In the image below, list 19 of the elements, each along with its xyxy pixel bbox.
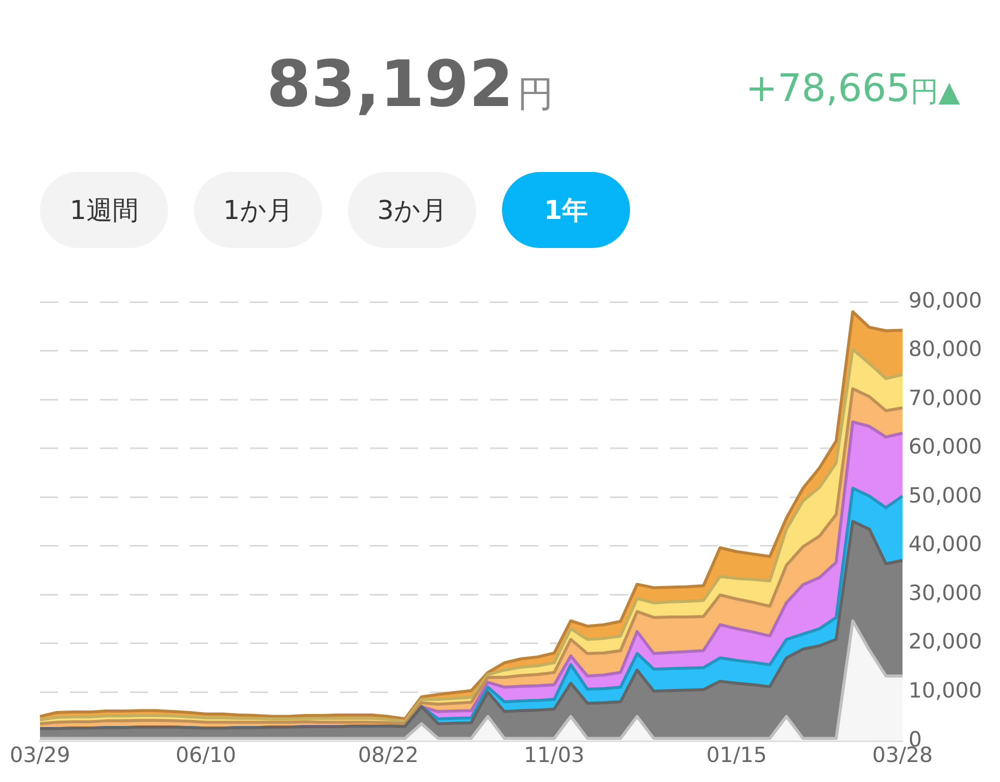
x-tick-label: 11/03 — [524, 742, 584, 767]
y-tick-label: 80,000 — [908, 337, 982, 362]
text: 1週間 — [40, 172, 168, 248]
y-tick-label: 10,000 — [908, 678, 982, 702]
y-tick-label: 30,000 — [908, 580, 982, 605]
y-tick-label: 20,000 — [908, 630, 982, 654]
text: 1か月 — [194, 172, 322, 248]
x-tick-label: 03/29 — [10, 742, 70, 767]
y-tick-label: 90,000 — [908, 288, 982, 312]
x-tick-label: 08/22 — [358, 742, 419, 767]
chart-subtitle: +78,665円▲ — [746, 66, 960, 111]
y-tick-label: 40,000 — [908, 532, 982, 556]
x-tick-label: 06/10 — [176, 742, 236, 767]
x-tick-label: 01/15 — [706, 742, 767, 767]
text: 1年 — [502, 172, 630, 248]
y-tick-label: 70,000 — [908, 386, 982, 410]
y-tick-label: 60,000 — [908, 434, 982, 459]
y-tick-label: 50,000 — [908, 483, 982, 508]
text: 3か月 — [348, 172, 476, 248]
